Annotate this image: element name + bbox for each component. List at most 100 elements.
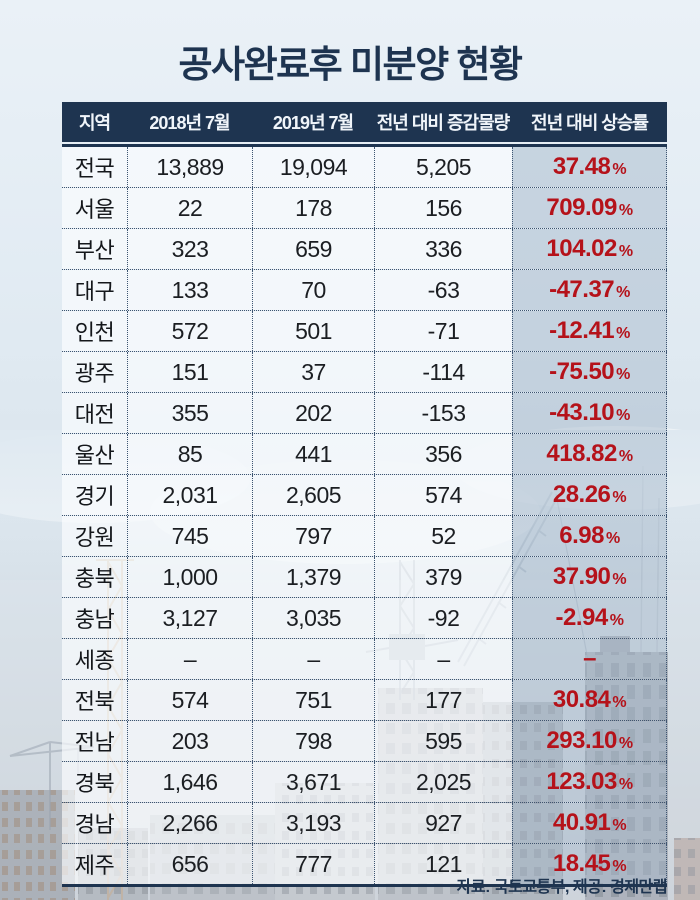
- value-change: 356: [374, 434, 512, 474]
- value-rate: -43.10%: [512, 393, 667, 433]
- value-change: 336: [374, 229, 512, 269]
- table-row: 경북 1,646 3,671 2,025 123.03%: [62, 762, 667, 803]
- value-2019: 202: [252, 393, 374, 433]
- rate-number: 709.09: [546, 194, 617, 221]
- column-header: 전년 대비 증감물량: [376, 113, 510, 133]
- value-2019: 501: [252, 311, 374, 351]
- region-name: 부산: [62, 229, 127, 269]
- percent-sign: %: [618, 447, 633, 465]
- table-header-row: 지역 2018년 7월 2019년 7월 전년 대비 증감물량 전년 대비 상승률: [62, 102, 667, 142]
- value-change: -63: [374, 270, 512, 310]
- table-row: 충북 1,000 1,379 379 37.90%: [62, 557, 667, 598]
- value-2019: 3,035: [252, 598, 374, 638]
- value-2018: 1,000: [127, 557, 252, 597]
- table-row: 광주 151 37 -114 -75.50%: [62, 352, 667, 393]
- value-change: -153: [374, 393, 512, 433]
- value-rate: 709.09%: [512, 188, 667, 228]
- value-2019: 3,671: [252, 762, 374, 802]
- rate-number: 40.91: [552, 809, 611, 836]
- rate-number: 37.48: [552, 153, 611, 180]
- column-header: 전년 대비 상승률: [531, 113, 649, 133]
- value-2018: 85: [127, 434, 252, 474]
- rate-number: -47.37: [549, 276, 615, 303]
- region-name: 광주: [62, 352, 127, 392]
- value-rate: 37.90%: [512, 557, 667, 597]
- value-change: 121: [374, 844, 512, 884]
- rate-number: 37.90: [552, 563, 611, 590]
- value-2018: 22: [127, 188, 252, 228]
- value-2018: 151: [127, 352, 252, 392]
- table-row: 강원 745 797 52 6.98%: [62, 516, 667, 557]
- value-change: 2,025: [374, 762, 512, 802]
- value-2018: 656: [127, 844, 252, 884]
- value-rate: 6.98%: [512, 516, 667, 556]
- source-note: 자료: 국토교통부, 제공: 경제만랩: [456, 879, 668, 896]
- region-name: 제주: [62, 844, 127, 884]
- value-2019: 19,094: [252, 147, 374, 187]
- region-name: 전북: [62, 680, 127, 720]
- value-2019: 751: [252, 680, 374, 720]
- value-2018: 323: [127, 229, 252, 269]
- value-2018: 3,127: [127, 598, 252, 638]
- value-change: –: [374, 639, 512, 679]
- region-name: 경남: [62, 803, 127, 843]
- region-name: 충북: [62, 557, 127, 597]
- rate-number: -43.10: [549, 399, 615, 426]
- column-header: 지역: [78, 113, 111, 133]
- percent-sign: %: [618, 775, 633, 793]
- value-2019: 1,379: [252, 557, 374, 597]
- value-change: 156: [374, 188, 512, 228]
- header-separator-line: [62, 144, 667, 147]
- table-row: 전북 574 751 177 30.84%: [62, 680, 667, 721]
- table-row: 서울 22 178 156 709.09%: [62, 188, 667, 229]
- table-row: 충남 3,127 3,035 -92 -2.94%: [62, 598, 667, 639]
- region-name: 대구: [62, 270, 127, 310]
- value-2018: 13,889: [127, 147, 252, 187]
- table-row: 제주 656 777 121 18.45%: [62, 844, 667, 884]
- region-name: 경북: [62, 762, 127, 802]
- column-header: 2019년 7월: [272, 113, 354, 133]
- value-rate: -2.94%: [512, 598, 667, 638]
- value-rate: 18.45%: [512, 844, 667, 884]
- value-2019: 441: [252, 434, 374, 474]
- unsold-housing-table: 지역 2018년 7월 2019년 7월 전년 대비 증감물량 전년 대비 상승률 전국…: [62, 102, 667, 887]
- table-row: 세종 – – – –: [62, 639, 667, 680]
- region-name: 전남: [62, 721, 127, 761]
- table-row: 전남 203 798 595 293.10%: [62, 721, 667, 762]
- value-2019: 659: [252, 229, 374, 269]
- rate-number: -75.50: [549, 358, 615, 385]
- region-name: 세종: [62, 639, 127, 679]
- percent-sign: %: [612, 693, 627, 711]
- column-header: 2018년 7월: [149, 113, 230, 133]
- rate-number: 28.26: [552, 481, 611, 508]
- region-name: 울산: [62, 434, 127, 474]
- value-rate: 418.82%: [512, 434, 667, 474]
- value-change: -71: [374, 311, 512, 351]
- table-row: 전국 13,889 19,094 5,205 37.48%: [62, 147, 667, 188]
- percent-sign: %: [616, 283, 630, 301]
- value-rate: –: [512, 639, 667, 679]
- rate-number: 418.82: [546, 440, 617, 467]
- percent-sign: %: [612, 816, 627, 834]
- rate-number: 30.84: [552, 686, 611, 713]
- value-change: 177: [374, 680, 512, 720]
- rate-number: 104.02: [546, 235, 617, 262]
- table-body: 전국 13,889 19,094 5,205 37.48% 서울 22 178 156 709.0…: [62, 147, 667, 887]
- value-rate: 123.03%: [512, 762, 667, 802]
- value-2018: –: [127, 639, 252, 679]
- rate-number: 123.03: [546, 768, 617, 795]
- table-row: 부산 323 659 336 104.02%: [62, 229, 667, 270]
- value-2018: 203: [127, 721, 252, 761]
- value-2018: 1,646: [127, 762, 252, 802]
- value-change: 52: [374, 516, 512, 556]
- rate-number: 293.10: [546, 727, 617, 754]
- table-row: 경기 2,031 2,605 574 28.26%: [62, 475, 667, 516]
- value-2019: 2,605: [252, 475, 374, 515]
- percent-sign: %: [612, 160, 627, 178]
- region-name: 충남: [62, 598, 127, 638]
- value-change: -114: [374, 352, 512, 392]
- value-2018: 2,031: [127, 475, 252, 515]
- percent-sign: %: [616, 324, 630, 342]
- percent-sign: %: [616, 406, 630, 424]
- table-row: 인천 572 501 -71 -12.41%: [62, 311, 667, 352]
